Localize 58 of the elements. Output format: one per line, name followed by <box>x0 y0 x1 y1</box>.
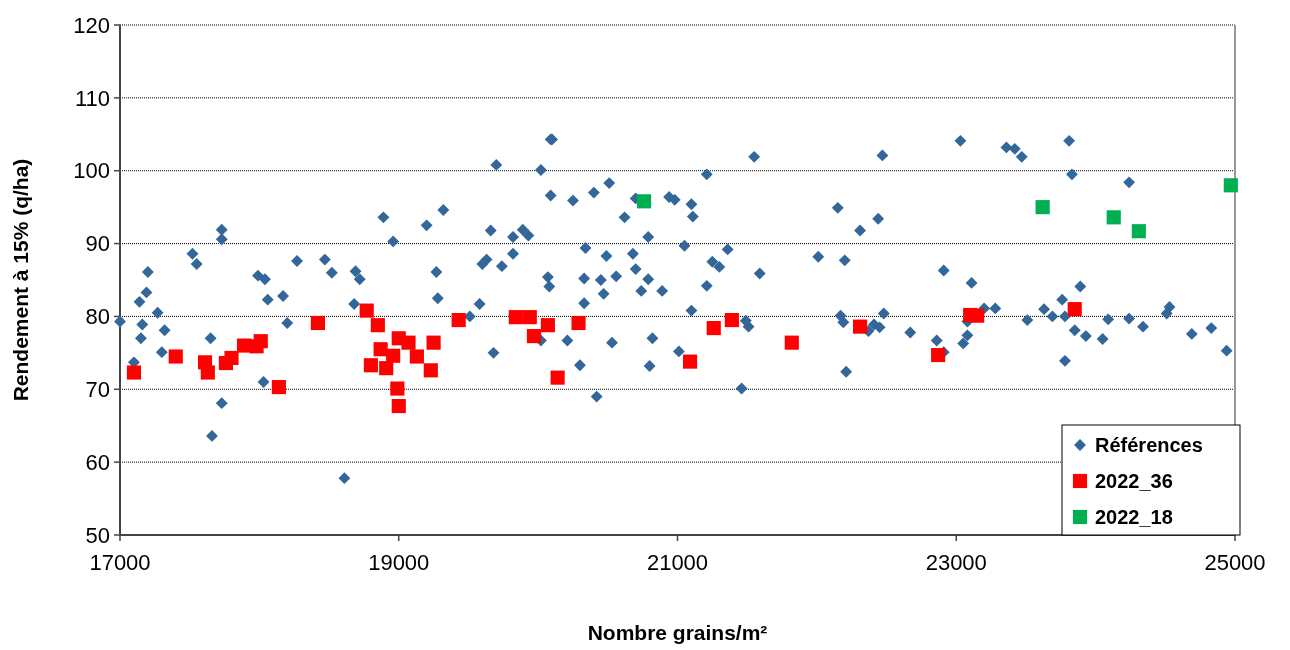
point <box>379 361 394 376</box>
y-tick-label: 50 <box>85 522 110 548</box>
point <box>391 331 406 346</box>
x-axis-title: Nombre grains/m² <box>587 621 768 644</box>
point <box>423 363 438 378</box>
y-tick-label: 90 <box>85 231 110 257</box>
y-tick-label: 80 <box>85 304 110 330</box>
point <box>236 338 252 353</box>
point <box>526 329 542 344</box>
point <box>391 398 406 414</box>
point <box>522 310 537 325</box>
point <box>370 318 385 333</box>
point <box>373 342 388 357</box>
x-tick-label: 23000 <box>925 550 987 575</box>
point <box>682 354 698 369</box>
point <box>271 380 286 395</box>
point <box>1067 302 1082 317</box>
y-tick-label: 100 <box>73 158 110 184</box>
point <box>253 334 268 349</box>
legend-label: 2022_18 <box>1095 506 1173 528</box>
point <box>853 319 868 334</box>
point <box>426 335 441 350</box>
point <box>224 350 239 366</box>
x-tick-label: 25000 <box>1204 550 1266 575</box>
point <box>200 365 215 380</box>
point <box>508 310 523 325</box>
point <box>390 381 405 396</box>
point <box>409 349 424 364</box>
x-tick-label: 21000 <box>646 550 709 575</box>
point <box>784 335 799 350</box>
legend-label: Références <box>1095 434 1203 456</box>
y-tick-label: 60 <box>85 449 110 475</box>
point <box>550 370 565 385</box>
y-axis-title: Rendement à 15% (q/ha) <box>9 158 32 402</box>
point <box>386 348 401 363</box>
point <box>363 358 378 373</box>
legend-label: 2022_36 <box>1095 470 1173 492</box>
y-tick-label: 110 <box>74 85 110 111</box>
point <box>451 313 466 328</box>
point <box>970 308 985 323</box>
point <box>724 313 739 328</box>
point <box>1131 224 1146 239</box>
point <box>706 321 721 336</box>
point <box>931 347 946 363</box>
x-tick-label: 17000 <box>89 550 151 575</box>
y-tick-label: 120 <box>73 12 110 38</box>
point <box>1106 210 1121 225</box>
x-tick-label: 19000 <box>368 550 430 575</box>
point <box>1223 178 1238 193</box>
point <box>571 315 586 331</box>
point <box>540 318 555 333</box>
point <box>168 349 183 364</box>
point <box>1035 200 1050 215</box>
point <box>636 194 652 209</box>
point <box>359 303 374 318</box>
point <box>126 365 142 380</box>
point <box>310 315 325 331</box>
y-tick-label: 70 <box>85 376 110 402</box>
